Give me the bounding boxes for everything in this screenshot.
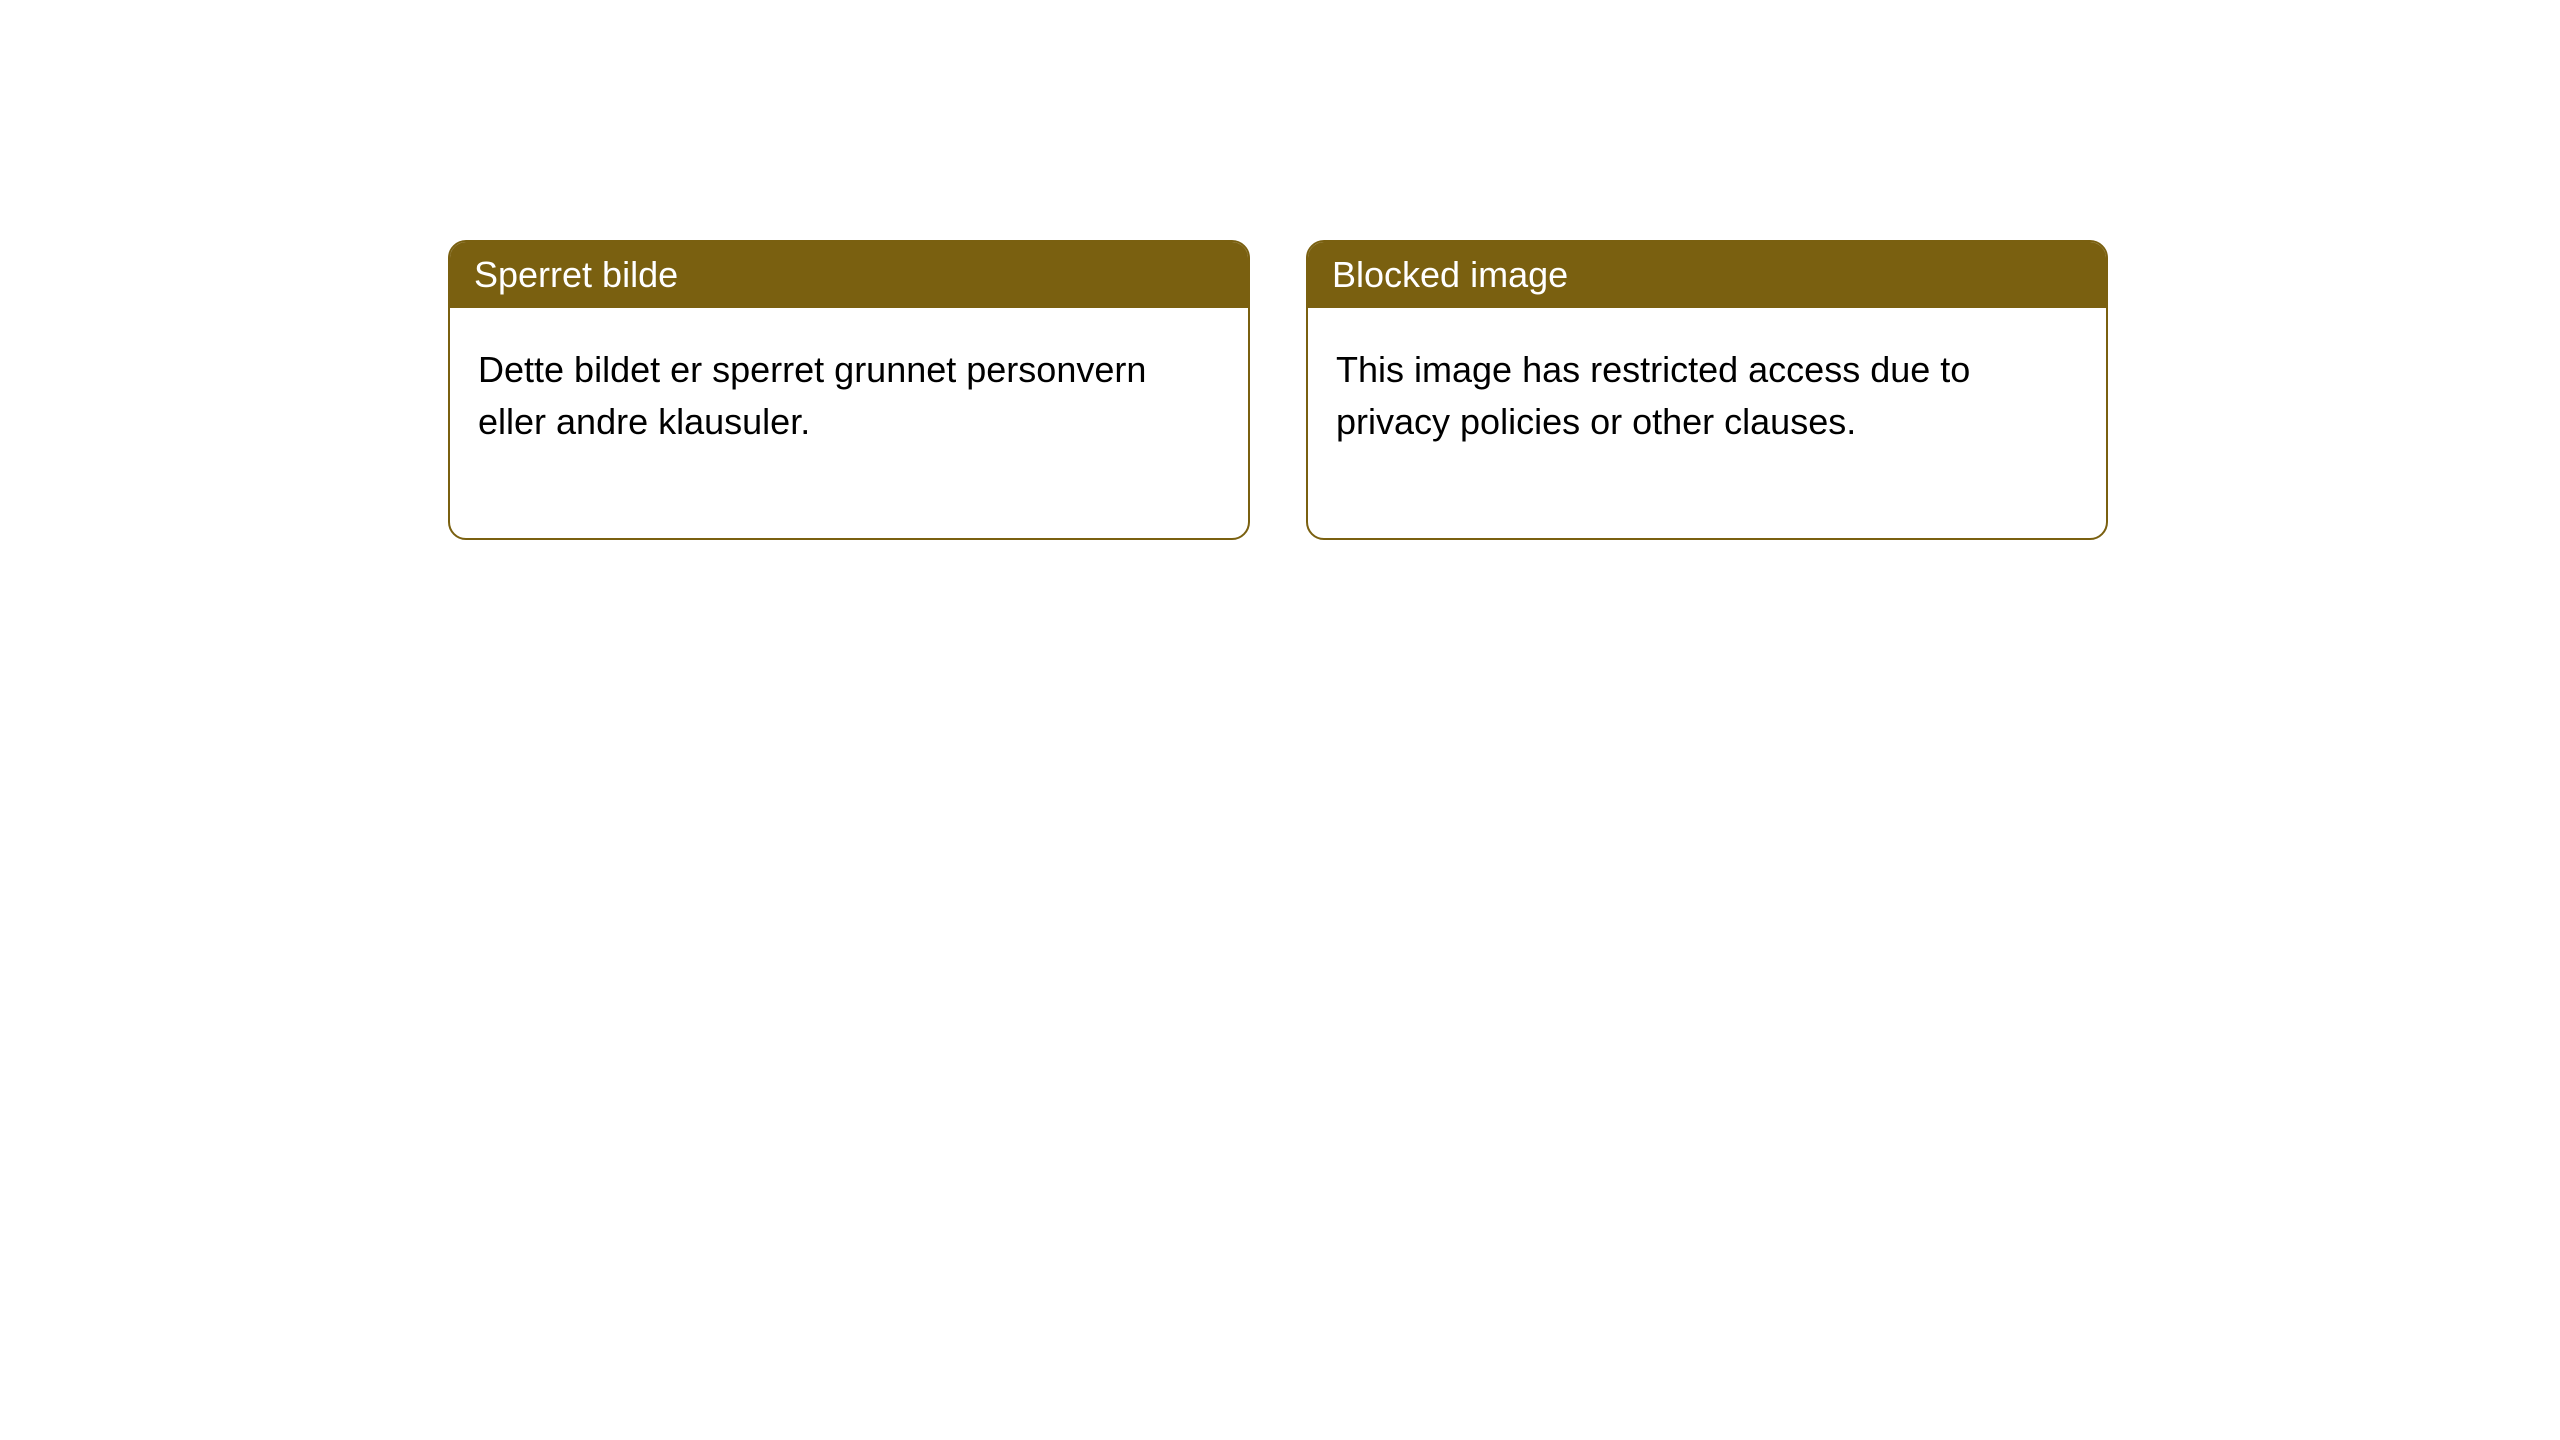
notice-card-body: This image has restricted access due to … [1308, 308, 2106, 538]
notice-card-message: Dette bildet er sperret grunnet personve… [478, 349, 1146, 442]
notice-cards-container: Sperret bilde Dette bildet er sperret gr… [0, 0, 2560, 540]
notice-card-message: This image has restricted access due to … [1336, 349, 1970, 442]
notice-card-title: Blocked image [1332, 254, 1568, 295]
notice-card-norwegian: Sperret bilde Dette bildet er sperret gr… [448, 240, 1250, 540]
notice-card-body: Dette bildet er sperret grunnet personve… [450, 308, 1248, 538]
notice-card-title: Sperret bilde [474, 254, 678, 295]
notice-card-header: Sperret bilde [450, 242, 1248, 308]
notice-card-english: Blocked image This image has restricted … [1306, 240, 2108, 540]
notice-card-header: Blocked image [1308, 242, 2106, 308]
